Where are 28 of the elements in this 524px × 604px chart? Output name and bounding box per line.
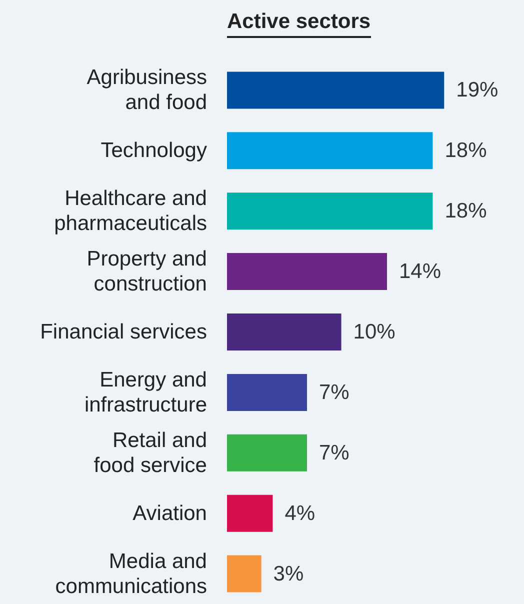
- bar: [227, 72, 444, 109]
- data-label: 10%: [353, 320, 396, 344]
- data-label: 19%: [456, 78, 498, 102]
- y-tick-label: Technology: [100, 139, 208, 162]
- y-tick-label: Aviation: [132, 502, 207, 525]
- y-tick-label: Healthcare and pharmaceuticals: [54, 187, 207, 236]
- bar: [227, 434, 307, 472]
- data-label: 7%: [319, 380, 350, 404]
- data-label: 14%: [399, 260, 442, 284]
- chart-title: Active sectors: [227, 10, 371, 38]
- y-tick-label: Financial services: [40, 320, 207, 344]
- y-tick-label: Retail and food service: [94, 428, 207, 477]
- y-tick-label: Property and construction: [86, 248, 207, 296]
- bar: [227, 253, 387, 290]
- data-label: 3%: [273, 562, 304, 586]
- data-label: 18%: [444, 200, 487, 223]
- bar: [227, 494, 273, 532]
- data-label: 7%: [319, 441, 350, 464]
- bar: [227, 132, 433, 170]
- bar: [227, 192, 433, 230]
- bar: [227, 555, 262, 592]
- y-tick-label: Media and communications: [55, 550, 207, 598]
- data-label: 18%: [444, 139, 487, 162]
- y-tick-label: Energy and infrastructure: [84, 368, 207, 416]
- bar: [227, 314, 342, 350]
- data-label: 4%: [284, 502, 316, 525]
- bar: [227, 374, 307, 411]
- y-tick-label: Agribusiness and food: [86, 66, 207, 114]
